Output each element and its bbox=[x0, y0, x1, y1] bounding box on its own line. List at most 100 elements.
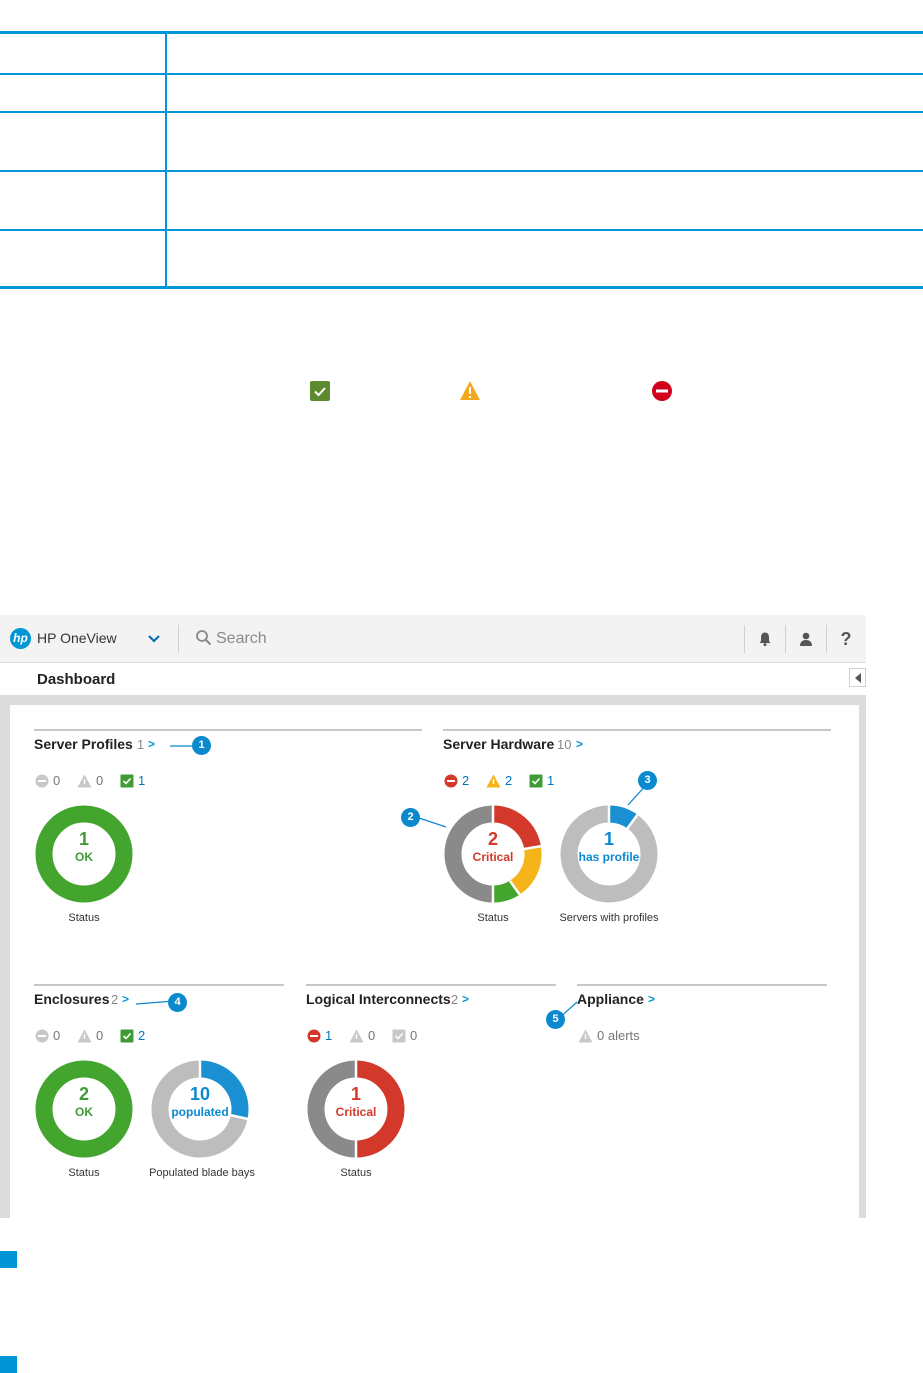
page-title: Dashboard bbox=[37, 671, 116, 688]
logical-interconnects-count[interactable]: 2 bbox=[451, 992, 459, 1007]
server-profiles-title[interactable]: Server Profiles bbox=[34, 736, 133, 752]
status-donut[interactable]: 2 OK bbox=[35, 1060, 133, 1158]
server-hardware-title[interactable]: Server Hardware bbox=[443, 736, 555, 752]
widget-divider bbox=[306, 984, 556, 986]
donut-label: has profile bbox=[578, 850, 640, 864]
ok-icon bbox=[310, 381, 330, 401]
ok-icon bbox=[120, 1029, 134, 1042]
logical-interconnects-arrow[interactable]: > bbox=[462, 992, 470, 1006]
ok-count[interactable]: 2 bbox=[120, 1028, 145, 1043]
critical-value: 0 bbox=[53, 773, 61, 788]
donut-label: OK bbox=[75, 850, 93, 864]
logical-interconnects-title[interactable]: Logical Interconnects bbox=[306, 991, 451, 1007]
ok-icon bbox=[392, 1029, 406, 1042]
critical-icon bbox=[652, 381, 672, 401]
user-icon bbox=[800, 632, 812, 646]
dashboard-content bbox=[10, 705, 859, 1218]
server-hardware-count[interactable]: 10 bbox=[557, 737, 572, 752]
donut-value: 1 bbox=[78, 829, 89, 849]
blade-bays-donut[interactable]: 10 populated bbox=[151, 1060, 249, 1158]
ok-icon bbox=[529, 774, 543, 787]
doc-table bbox=[0, 31, 923, 289]
user-button[interactable] bbox=[795, 628, 817, 650]
donut-segment-warning bbox=[509, 846, 542, 895]
donut-caption: Populated blade bays bbox=[149, 1167, 255, 1179]
warning-count[interactable]: 2 bbox=[486, 773, 512, 788]
enclosures-arrow[interactable]: > bbox=[122, 992, 130, 1006]
appliance-arrow[interactable]: > bbox=[648, 992, 656, 1006]
hp-logo: hp bbox=[10, 628, 31, 649]
warning-value: 0 bbox=[96, 1028, 104, 1043]
donut-segment-with-profile bbox=[608, 805, 638, 829]
search-icon bbox=[196, 630, 212, 646]
notifications-button[interactable] bbox=[754, 628, 776, 650]
donut-segment-critical bbox=[355, 1060, 405, 1158]
warning-count[interactable]: 0 bbox=[77, 773, 103, 788]
ok-count[interactable]: 1 bbox=[529, 773, 554, 788]
ok-icon bbox=[120, 774, 134, 787]
bullet-marker bbox=[0, 1356, 17, 1373]
app-name[interactable]: HP OneView bbox=[37, 630, 117, 646]
donut-segment-populated bbox=[199, 1060, 249, 1119]
donut-segment-empty bbox=[151, 1060, 248, 1158]
widget-divider bbox=[577, 984, 827, 986]
help-button[interactable]: ? bbox=[835, 628, 857, 650]
profiles-donut[interactable]: 1 has profile bbox=[560, 805, 658, 903]
critical-icon bbox=[444, 774, 458, 787]
table-cell bbox=[166, 170, 923, 231]
donut-value: 1 bbox=[603, 829, 614, 849]
alerts-count[interactable]: 0 alerts bbox=[578, 1028, 640, 1043]
divider bbox=[785, 625, 786, 653]
critical-count[interactable]: 2 bbox=[444, 773, 469, 788]
donut-ring bbox=[35, 805, 133, 903]
enclosures-count[interactable]: 2 bbox=[111, 992, 119, 1007]
donut-label: Critical bbox=[335, 1105, 377, 1119]
warning-icon bbox=[349, 1029, 364, 1042]
server-profiles-arrow[interactable]: > bbox=[148, 737, 156, 751]
donut-label: OK bbox=[75, 1105, 93, 1119]
divider bbox=[826, 625, 827, 653]
donut-label: populated bbox=[171, 1105, 229, 1119]
chevron-down-icon[interactable] bbox=[146, 631, 162, 647]
callout-badge: 1 bbox=[192, 736, 211, 755]
dashboard-panel bbox=[0, 695, 866, 1218]
status-donut[interactable]: 1 OK bbox=[35, 805, 133, 903]
critical-icon bbox=[35, 1029, 49, 1042]
collapse-button[interactable] bbox=[849, 668, 866, 687]
ok-count[interactable]: 0 bbox=[392, 1028, 417, 1043]
warning-icon bbox=[578, 1029, 593, 1042]
table-cell bbox=[166, 31, 923, 75]
status-donut[interactable]: 1 Critical bbox=[307, 1060, 405, 1158]
widget-divider bbox=[34, 729, 422, 731]
donut-segment-critical bbox=[492, 805, 541, 850]
warning-count[interactable]: 0 bbox=[349, 1028, 375, 1043]
critical-value: 1 bbox=[325, 1028, 333, 1043]
donut-caption: Status bbox=[340, 1167, 372, 1179]
server-hardware-arrow[interactable]: > bbox=[576, 737, 584, 751]
search-input[interactable] bbox=[216, 627, 516, 651]
warning-value: 0 bbox=[368, 1028, 376, 1043]
status-donut[interactable]: 2 Critical bbox=[444, 805, 543, 903]
donut-segment-ok bbox=[492, 880, 520, 903]
table-cell bbox=[0, 73, 167, 113]
callout-connector bbox=[135, 1000, 175, 1005]
donut-ring bbox=[560, 805, 658, 903]
critical-count[interactable]: 1 bbox=[307, 1028, 332, 1043]
warning-icon bbox=[460, 381, 480, 400]
donut-ring bbox=[151, 1060, 249, 1158]
critical-count[interactable]: 0 bbox=[35, 773, 60, 788]
divider bbox=[744, 625, 745, 653]
server-profiles-count[interactable]: 1 bbox=[137, 737, 145, 752]
ok-value: 0 bbox=[410, 1028, 418, 1043]
divider bbox=[178, 625, 179, 653]
donut-ring bbox=[307, 1060, 405, 1158]
critical-count[interactable]: 0 bbox=[35, 1028, 60, 1043]
donut-value: 10 bbox=[189, 1084, 211, 1104]
appliance-title[interactable]: Appliance bbox=[577, 991, 644, 1007]
critical-icon bbox=[35, 774, 49, 787]
ok-value: 2 bbox=[138, 1028, 146, 1043]
ok-count[interactable]: 1 bbox=[120, 773, 145, 788]
enclosures-title[interactable]: Enclosures bbox=[34, 991, 110, 1007]
warning-count[interactable]: 0 bbox=[77, 1028, 103, 1043]
table-cell bbox=[166, 229, 923, 289]
